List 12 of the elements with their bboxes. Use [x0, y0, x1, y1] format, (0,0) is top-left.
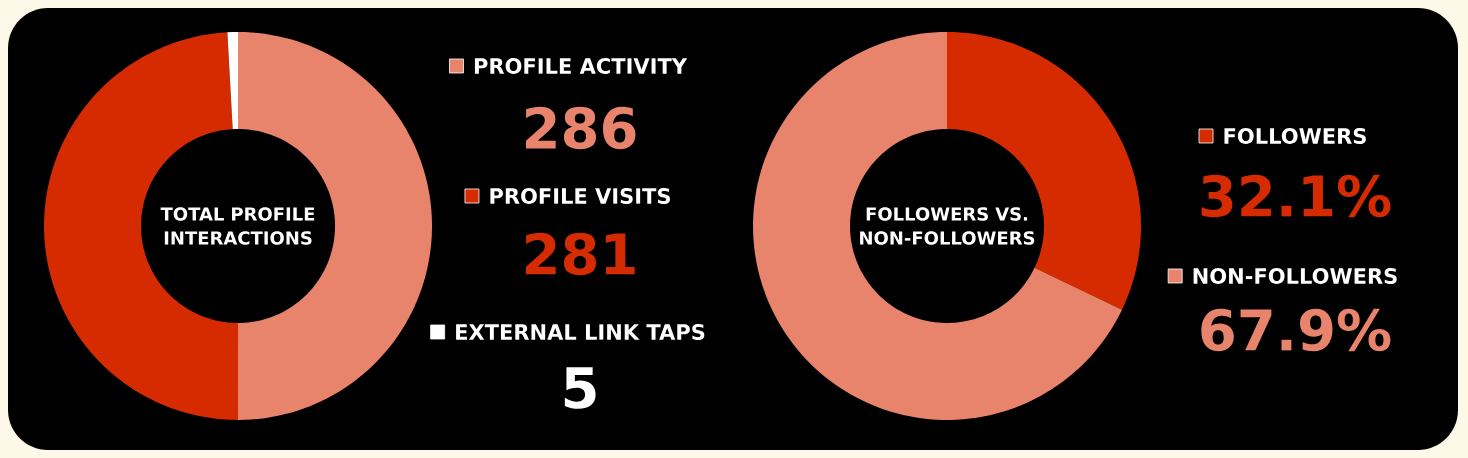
text: TOTAL PROFILE INTERACTIONS [160, 207, 315, 245]
legend-label: EXTERNAL LINK TAPS [456, 324, 705, 340]
legend-label: PROFILE VISITS [490, 188, 670, 204]
legend-label: PROFILE ACTIVITY [474, 58, 688, 74]
data-label: 32.1% [1201, 174, 1391, 218]
data-label: 67.9% [1201, 308, 1391, 352]
legend-label: FOLLOWERS [1224, 128, 1366, 144]
data-label: 286 [525, 106, 636, 150]
data-label: 5 [564, 367, 596, 409]
text: FOLLOWERS VS. NON-FOLLOWERS [860, 207, 1035, 245]
legend-label: NON-FOLLOWERS [1193, 268, 1397, 284]
data-label: 281 [525, 232, 635, 276]
